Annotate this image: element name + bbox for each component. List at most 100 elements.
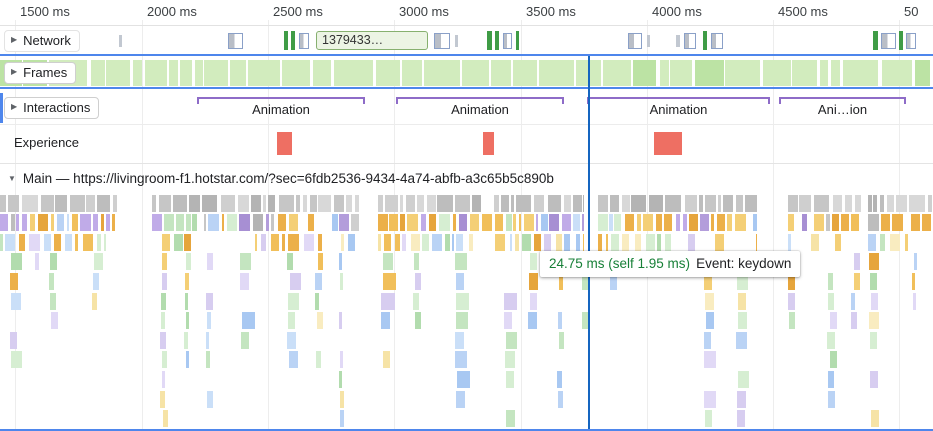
flame-bar[interactable] <box>185 273 189 290</box>
flame-bar[interactable] <box>892 214 903 231</box>
flame-bar[interactable] <box>727 214 732 231</box>
flame-bar[interactable] <box>8 195 19 212</box>
flame-bar[interactable] <box>296 195 300 212</box>
flame-bar[interactable] <box>432 234 442 251</box>
flame-bar[interactable] <box>383 253 393 270</box>
frame-segment[interactable] <box>539 60 574 86</box>
flame-bar[interactable] <box>5 234 15 251</box>
flame-bar[interactable] <box>308 214 314 231</box>
flame-bar[interactable] <box>685 195 697 212</box>
flame-bar[interactable] <box>753 214 757 231</box>
flame-bar[interactable] <box>611 234 619 251</box>
flame-bar[interactable] <box>529 273 538 290</box>
frame-segment[interactable] <box>195 60 203 86</box>
flame-bar[interactable] <box>511 195 514 212</box>
main-flame-chart[interactable] <box>0 193 933 429</box>
flame-bar[interactable] <box>827 332 835 349</box>
frame-segment[interactable] <box>169 60 178 86</box>
flame-bar[interactable] <box>351 214 359 231</box>
flame-bar[interactable] <box>22 195 38 212</box>
flame-bar[interactable] <box>289 214 298 231</box>
frame-segment[interactable] <box>91 60 105 86</box>
flame-bar[interactable] <box>174 234 183 251</box>
flame-bar[interactable] <box>643 214 653 231</box>
flame-bar[interactable] <box>737 391 746 408</box>
flame-bar[interactable] <box>873 195 877 212</box>
flame-bar[interactable] <box>868 214 879 231</box>
network-request[interactable] <box>906 33 916 49</box>
flame-bar[interactable] <box>164 214 174 231</box>
flame-bar[interactable] <box>689 214 698 231</box>
flame-bar[interactable] <box>279 195 294 212</box>
flame-bar[interactable] <box>261 234 266 251</box>
flame-bar[interactable] <box>519 214 521 231</box>
flame-bar[interactable] <box>637 214 641 231</box>
flame-bar[interactable] <box>176 214 184 231</box>
flame-bar[interactable] <box>11 253 22 270</box>
flame-bar[interactable] <box>317 312 323 329</box>
flame-bar[interactable] <box>582 273 590 290</box>
flame-bar[interactable] <box>421 214 426 231</box>
flame-bar[interactable] <box>86 195 95 212</box>
flame-bar[interactable] <box>208 214 219 231</box>
flame-bar[interactable] <box>814 214 824 231</box>
flame-bar[interactable] <box>348 234 355 251</box>
network-request-bar[interactable] <box>516 31 519 50</box>
network-request-chip[interactable]: 1379433… <box>316 31 428 50</box>
flame-bar[interactable] <box>240 253 251 270</box>
frame-segment[interactable] <box>513 60 537 86</box>
flame-bar[interactable] <box>738 312 747 329</box>
flame-bar[interactable] <box>417 195 424 212</box>
flame-bar[interactable] <box>528 312 537 329</box>
flame-bar[interactable] <box>506 410 515 427</box>
flame-bar[interactable] <box>854 273 860 290</box>
network-request-bar[interactable] <box>873 31 878 50</box>
flame-bar[interactable] <box>83 234 93 251</box>
flame-bar[interactable] <box>355 195 359 212</box>
flame-bar[interactable] <box>255 234 257 251</box>
flame-bar[interactable] <box>189 195 200 212</box>
flame-bar[interactable] <box>469 234 473 251</box>
frame-segment[interactable] <box>282 60 310 86</box>
flame-bar[interactable] <box>318 195 331 212</box>
flame-bar[interactable] <box>304 234 314 251</box>
flame-bar[interactable] <box>505 351 515 368</box>
flame-bar[interactable] <box>378 234 381 251</box>
flame-bar[interactable] <box>455 195 470 212</box>
flame-bar[interactable] <box>704 391 716 408</box>
frame-segment[interactable] <box>230 60 246 86</box>
frame-segment[interactable] <box>376 60 400 86</box>
flame-bar[interactable] <box>290 273 301 290</box>
network-request-bar[interactable] <box>291 31 295 50</box>
flame-bar[interactable] <box>207 253 213 270</box>
flame-bar[interactable] <box>242 312 255 329</box>
flame-bar[interactable] <box>204 214 206 231</box>
flame-bar[interactable] <box>288 234 299 251</box>
flame-bar[interactable] <box>422 234 429 251</box>
frame-segment[interactable] <box>695 60 724 86</box>
flame-bar[interactable] <box>94 253 103 270</box>
flame-bar[interactable] <box>699 195 703 212</box>
flame-bar[interactable] <box>97 195 110 212</box>
flame-bar[interactable] <box>437 195 453 212</box>
flame-bar[interactable] <box>288 293 299 310</box>
flame-bar[interactable] <box>251 195 261 212</box>
flame-bar[interactable] <box>427 195 436 212</box>
flame-bar[interactable] <box>340 273 343 290</box>
flame-bar[interactable] <box>381 312 390 329</box>
frame-segment[interactable] <box>882 60 912 86</box>
flame-bar[interactable] <box>54 234 61 251</box>
flame-bar[interactable] <box>0 234 3 251</box>
network-request[interactable] <box>628 33 642 49</box>
flame-bar[interactable] <box>67 214 69 231</box>
flame-bar[interactable] <box>513 214 516 231</box>
flame-bar[interactable] <box>524 214 534 231</box>
frame-segment[interactable] <box>334 60 373 86</box>
flame-bar[interactable] <box>173 195 187 212</box>
flame-bar[interactable] <box>738 371 749 388</box>
main-track-toggle[interactable]: ▼ Main — https://livingroom-f1.hotstar.c… <box>0 163 933 193</box>
flame-bar[interactable] <box>665 234 671 251</box>
flame-bar[interactable] <box>456 312 468 329</box>
flame-bar[interactable] <box>506 214 512 231</box>
flame-bar[interactable] <box>896 195 907 212</box>
